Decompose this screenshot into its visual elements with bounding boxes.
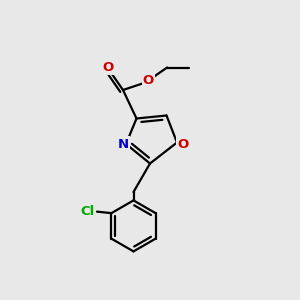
Text: O: O [143,74,154,88]
Text: O: O [102,61,114,74]
Text: N: N [118,137,129,151]
Text: Cl: Cl [80,205,94,218]
Text: O: O [177,137,189,151]
